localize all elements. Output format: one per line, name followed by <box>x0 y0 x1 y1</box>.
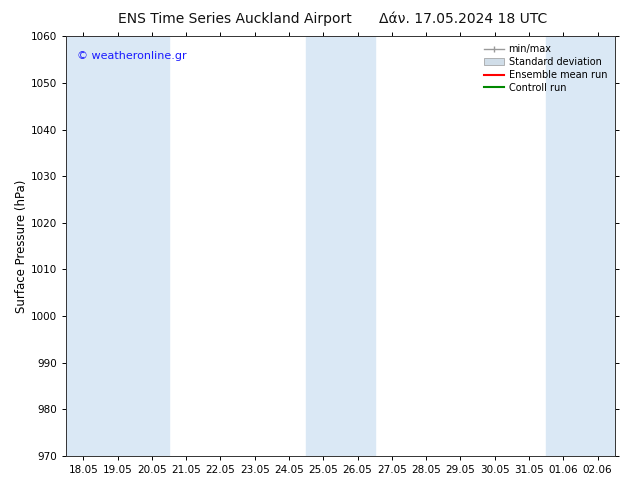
Bar <box>581 36 615 456</box>
Bar <box>66 36 100 456</box>
Text: © weatheronline.gr: © weatheronline.gr <box>77 51 186 61</box>
Title: ENS Time Series Auckland Airport      Δάν. 17.05.2024 18 UTC: ENS Time Series Auckland Airport Δάν. 17… <box>0 489 1 490</box>
Bar <box>134 36 169 456</box>
Text: Δάν. 17.05.2024 18 UTC: Δάν. 17.05.2024 18 UTC <box>378 12 547 26</box>
Bar <box>306 36 340 456</box>
Bar <box>100 36 134 456</box>
Legend: min/max, Standard deviation, Ensemble mean run, Controll run: min/max, Standard deviation, Ensemble me… <box>481 41 610 96</box>
Bar <box>547 36 581 456</box>
Y-axis label: Surface Pressure (hPa): Surface Pressure (hPa) <box>15 179 28 313</box>
Bar <box>340 36 375 456</box>
Text: ENS Time Series Auckland Airport: ENS Time Series Auckland Airport <box>118 12 351 26</box>
